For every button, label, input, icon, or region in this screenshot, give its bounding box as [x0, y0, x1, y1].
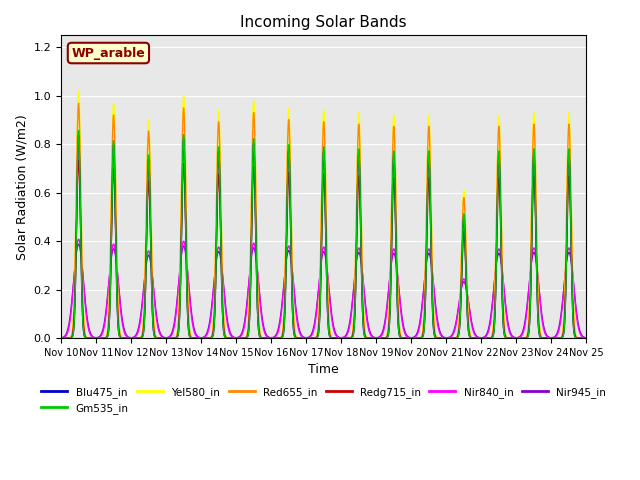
Redg715_in: [580, 335, 588, 341]
Nir840_in: [396, 300, 404, 306]
Line: Yel580_in: Yel580_in: [61, 91, 586, 338]
Nir945_in: [582, 335, 590, 341]
Blu475_in: [580, 335, 588, 341]
Yel580_in: [580, 335, 588, 341]
Nir945_in: [580, 335, 588, 340]
Legend: Blu475_in, Gm535_in, Yel580_in, Red655_in, Redg715_in, Nir840_in, Nir945_in: Blu475_in, Gm535_in, Yel580_in, Red655_i…: [37, 383, 611, 418]
Yel580_in: [57, 335, 65, 341]
Yel580_in: [254, 288, 262, 294]
Redg715_in: [170, 335, 177, 341]
Blu475_in: [396, 334, 404, 340]
Red655_in: [471, 335, 479, 341]
Red655_in: [170, 335, 177, 341]
Gm535_in: [582, 335, 590, 341]
Nir945_in: [164, 335, 172, 340]
Gm535_in: [254, 314, 262, 320]
Redg715_in: [75, 157, 83, 163]
Nir840_in: [75, 236, 83, 242]
Redg715_in: [164, 335, 172, 341]
Red655_in: [254, 290, 262, 296]
Blu475_in: [471, 335, 479, 341]
Nir840_in: [57, 335, 65, 341]
Line: Redg715_in: Redg715_in: [61, 160, 586, 338]
Gm535_in: [75, 128, 83, 133]
Gm535_in: [580, 335, 588, 341]
Nir945_in: [396, 298, 404, 303]
Nir840_in: [170, 327, 177, 333]
Red655_in: [580, 335, 588, 341]
Red655_in: [75, 100, 83, 106]
Gm535_in: [170, 335, 177, 341]
Nir840_in: [580, 335, 588, 341]
Text: WP_arable: WP_arable: [72, 47, 145, 60]
Blu475_in: [57, 335, 65, 341]
Line: Blu475_in: Blu475_in: [61, 135, 586, 338]
Blu475_in: [254, 315, 262, 321]
Nir945_in: [254, 271, 262, 277]
Red655_in: [57, 335, 65, 341]
Yel580_in: [75, 88, 83, 94]
Nir840_in: [254, 272, 262, 277]
Yel580_in: [582, 335, 590, 341]
Redg715_in: [57, 335, 65, 341]
Line: Gm535_in: Gm535_in: [61, 131, 586, 338]
Y-axis label: Solar Radiation (W/m2): Solar Radiation (W/m2): [15, 114, 28, 260]
Red655_in: [582, 335, 590, 341]
Blu475_in: [170, 335, 177, 341]
Blu475_in: [75, 132, 83, 138]
Nir945_in: [75, 241, 83, 247]
Title: Incoming Solar Bands: Incoming Solar Bands: [241, 15, 407, 30]
Line: Red655_in: Red655_in: [61, 103, 586, 338]
Yel580_in: [396, 330, 404, 336]
Nir840_in: [471, 332, 479, 337]
Nir840_in: [582, 335, 590, 341]
Red655_in: [396, 330, 404, 336]
Yel580_in: [164, 335, 172, 341]
Blu475_in: [164, 335, 172, 341]
Nir840_in: [164, 335, 172, 341]
Redg715_in: [582, 335, 590, 341]
Redg715_in: [471, 335, 479, 341]
Blu475_in: [582, 335, 590, 341]
Redg715_in: [254, 310, 262, 315]
Redg715_in: [396, 333, 404, 339]
Gm535_in: [396, 334, 404, 340]
Gm535_in: [57, 335, 65, 341]
Nir945_in: [170, 324, 177, 330]
Yel580_in: [471, 335, 479, 341]
Gm535_in: [164, 335, 172, 341]
Line: Nir840_in: Nir840_in: [61, 239, 586, 338]
X-axis label: Time: Time: [308, 363, 339, 376]
Gm535_in: [471, 335, 479, 341]
Line: Nir945_in: Nir945_in: [61, 244, 586, 338]
Nir945_in: [57, 335, 65, 341]
Nir945_in: [471, 330, 479, 336]
Red655_in: [164, 335, 172, 341]
Yel580_in: [170, 335, 177, 341]
